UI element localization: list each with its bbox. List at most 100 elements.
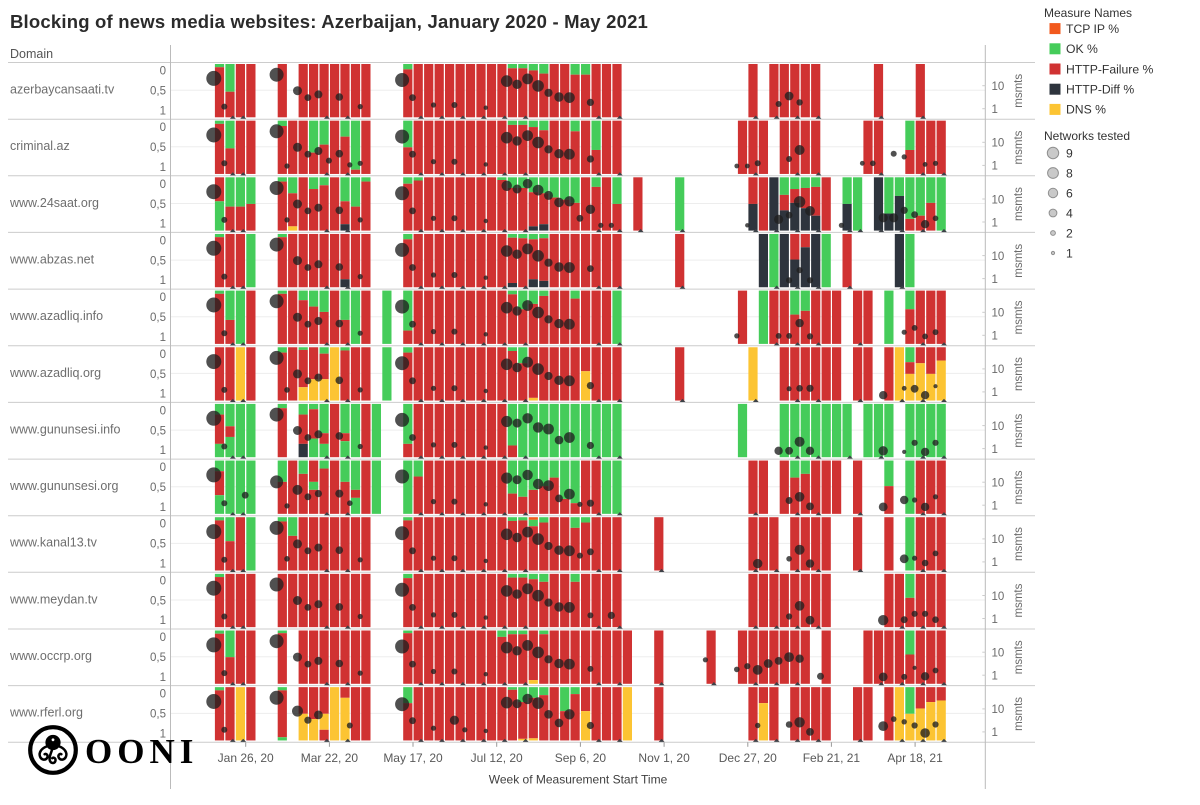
svg-text:msmts: msmts: [1013, 640, 1025, 674]
svg-text:msmts: msmts: [1013, 74, 1025, 108]
svg-text:msmts: msmts: [1013, 470, 1025, 504]
svg-text:Mar 22, 20: Mar 22, 20: [301, 751, 359, 765]
svg-text:www.abzas.net: www.abzas.net: [9, 252, 95, 266]
svg-text:1: 1: [992, 444, 998, 456]
svg-text:msmts: msmts: [1013, 130, 1025, 164]
svg-text:Domain: Domain: [10, 47, 53, 61]
svg-text:1: 1: [992, 274, 998, 286]
svg-text:0: 0: [160, 292, 166, 304]
svg-text:0: 0: [160, 235, 166, 247]
svg-text:9: 9: [1066, 146, 1073, 160]
svg-text:1: 1: [160, 275, 166, 287]
svg-text:10: 10: [992, 591, 1005, 603]
svg-text:10: 10: [992, 704, 1005, 716]
svg-text:10: 10: [992, 194, 1005, 206]
svg-text:1: 1: [992, 161, 998, 173]
svg-text:OK %: OK %: [1066, 42, 1098, 56]
svg-text:www.meydan.tv: www.meydan.tv: [9, 592, 98, 606]
svg-text:4: 4: [1066, 206, 1073, 220]
svg-text:1: 1: [1066, 246, 1073, 260]
svg-text:0: 0: [160, 405, 166, 417]
svg-text:1: 1: [992, 217, 998, 229]
svg-text:msmts: msmts: [1013, 300, 1025, 334]
svg-text:10: 10: [992, 421, 1005, 433]
svg-text:Sep 6, 20: Sep 6, 20: [555, 751, 607, 765]
svg-text:1: 1: [160, 502, 166, 514]
svg-text:www.rferl.org: www.rferl.org: [9, 706, 83, 720]
svg-text:10: 10: [992, 534, 1005, 546]
svg-text:msmts: msmts: [1013, 414, 1025, 448]
svg-text:Blocking of news media website: Blocking of news media websites: Azerbai…: [10, 11, 648, 32]
svg-text:0,5: 0,5: [150, 482, 166, 494]
svg-text:1: 1: [160, 332, 166, 344]
svg-text:0: 0: [160, 519, 166, 531]
svg-text:1: 1: [992, 557, 998, 569]
svg-text:Feb 21, 21: Feb 21, 21: [803, 751, 861, 765]
svg-text:criminal.az: criminal.az: [10, 139, 70, 153]
svg-text:DNS %: DNS %: [1066, 103, 1106, 117]
svg-text:msmts: msmts: [1013, 527, 1025, 561]
svg-text:10: 10: [992, 81, 1005, 93]
svg-text:0,5: 0,5: [150, 595, 166, 607]
svg-text:1: 1: [992, 727, 998, 739]
svg-text:0: 0: [160, 462, 166, 474]
svg-text:0,5: 0,5: [150, 369, 166, 381]
svg-text:www.azadliq.info: www.azadliq.info: [9, 309, 103, 323]
svg-text:0,5: 0,5: [150, 425, 166, 437]
svg-text:10: 10: [992, 364, 1005, 376]
svg-text:1: 1: [160, 389, 166, 401]
svg-text:www.gununsesi.info: www.gununsesi.info: [9, 422, 121, 436]
svg-text:10: 10: [992, 648, 1005, 660]
svg-text:www.gununsesi.org: www.gununsesi.org: [9, 479, 118, 493]
svg-text:0: 0: [160, 689, 166, 701]
svg-text:6: 6: [1066, 186, 1073, 200]
svg-text:1: 1: [160, 162, 166, 174]
svg-text:Networks tested: Networks tested: [1044, 129, 1130, 143]
svg-text:1: 1: [160, 105, 166, 117]
svg-text:0,5: 0,5: [150, 652, 166, 664]
svg-text:0: 0: [160, 122, 166, 134]
svg-text:2: 2: [1066, 226, 1073, 240]
svg-text:TCP IP %: TCP IP %: [1066, 22, 1119, 36]
svg-text:0: 0: [160, 632, 166, 644]
svg-text:0,5: 0,5: [150, 312, 166, 324]
svg-text:10: 10: [992, 478, 1005, 490]
svg-text:0: 0: [160, 575, 166, 587]
svg-text:1: 1: [160, 219, 166, 231]
svg-text:www.kanal13.tv: www.kanal13.tv: [9, 536, 98, 550]
svg-text:msmts: msmts: [1013, 244, 1025, 278]
svg-text:May 17, 20: May 17, 20: [383, 751, 443, 765]
svg-text:8: 8: [1066, 166, 1073, 180]
svg-text:1: 1: [992, 104, 998, 116]
svg-text:1: 1: [992, 671, 998, 683]
svg-text:HTTP-Failure %: HTTP-Failure %: [1066, 62, 1154, 76]
svg-text:msmts: msmts: [1013, 583, 1025, 617]
svg-text:1: 1: [160, 445, 166, 457]
svg-text:1: 1: [160, 559, 166, 571]
svg-text:Dec 27, 20: Dec 27, 20: [719, 751, 777, 765]
svg-text:Apr 18, 21: Apr 18, 21: [887, 751, 943, 765]
svg-text:0: 0: [160, 66, 166, 78]
svg-text:Week of Measurement Start Time: Week of Measurement Start Time: [489, 772, 668, 786]
svg-text:www.occrp.org: www.occrp.org: [9, 649, 92, 663]
svg-text:0,5: 0,5: [150, 142, 166, 154]
svg-text:10: 10: [992, 138, 1005, 150]
svg-text:1: 1: [992, 387, 998, 399]
svg-text:0: 0: [160, 179, 166, 191]
svg-text:10: 10: [992, 251, 1005, 263]
svg-text:0,5: 0,5: [150, 709, 166, 721]
svg-text:1: 1: [992, 331, 998, 343]
svg-text:0: 0: [160, 349, 166, 361]
svg-text:msmts: msmts: [1013, 187, 1025, 221]
svg-text:0,5: 0,5: [150, 199, 166, 211]
svg-text:Measure Names: Measure Names: [1044, 6, 1132, 20]
svg-text:www.24saat.org: www.24saat.org: [9, 196, 99, 210]
svg-text:1: 1: [992, 501, 998, 513]
svg-text:OONI: OONI: [85, 732, 198, 771]
svg-text:1: 1: [992, 614, 998, 626]
svg-text:10: 10: [992, 308, 1005, 320]
svg-text:Jul 12, 20: Jul 12, 20: [471, 751, 523, 765]
svg-text:msmts: msmts: [1013, 357, 1025, 391]
svg-text:Nov 1, 20: Nov 1, 20: [638, 751, 690, 765]
svg-text:0,5: 0,5: [150, 255, 166, 267]
